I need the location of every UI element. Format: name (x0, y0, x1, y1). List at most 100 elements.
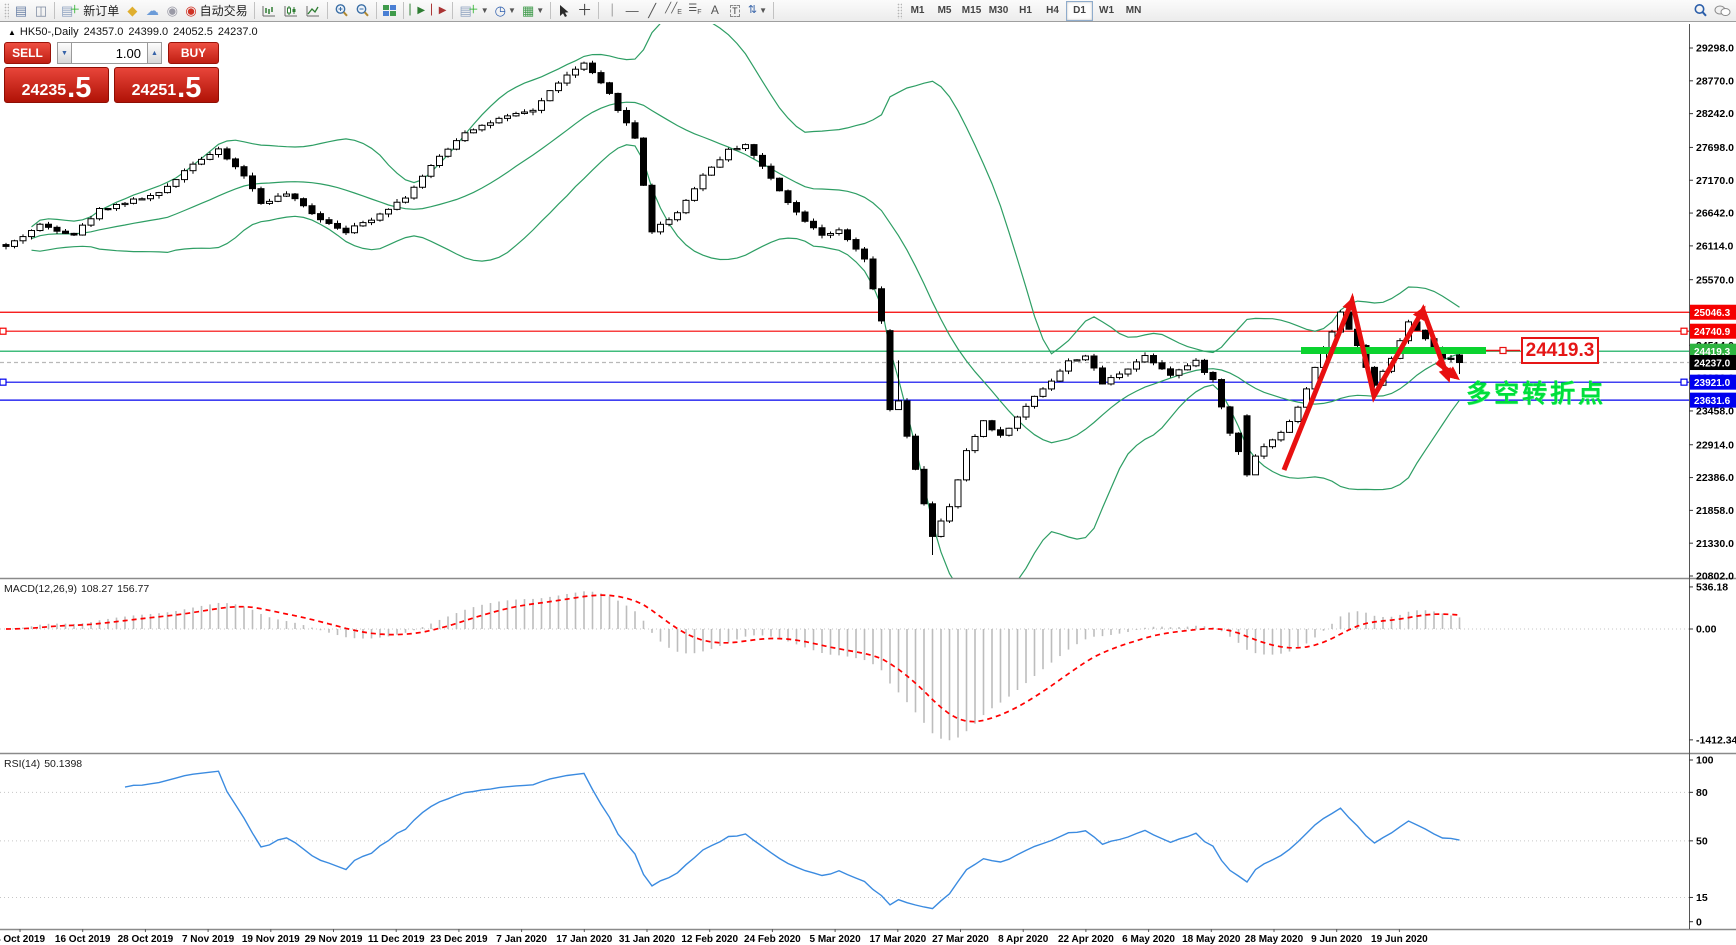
trendline-button[interactable]: ╱ (642, 1, 662, 21)
text-label-button[interactable]: T (725, 1, 745, 21)
timeframe-h4-button[interactable]: H4 (1039, 1, 1066, 21)
svg-text:8 Apr 2020: 8 Apr 2020 (998, 934, 1049, 945)
volume-decrease-button[interactable]: ▼ (57, 42, 72, 64)
chevron-down-icon: ▼ (480, 6, 489, 15)
price-scale[interactable]: 29298.0 28770.0 28242.0 27698.0 27170.0 26642… (1689, 43, 1736, 929)
timeframe-m1-button[interactable]: M1 (904, 1, 931, 21)
svg-text:23631.6: 23631.6 (1694, 396, 1731, 407)
bar-chart-type-button[interactable] (258, 1, 280, 21)
svg-text:-1412.34: -1412.34 (1696, 734, 1736, 746)
chart-shift-button[interactable]: ▏▶ (428, 1, 449, 21)
autotrading-button[interactable]: ◉ 自动交易 (182, 1, 250, 21)
chart-ohlc-header: ▲ HK50-,Daily 24357.0 24399.0 24052.5 24237.0 (8, 26, 263, 38)
timeframe-d1-button[interactable]: D1 (1066, 0, 1094, 21)
metaeditor-button[interactable]: ◆ (122, 1, 142, 21)
svg-text:100: 100 (1696, 755, 1714, 767)
volume-input[interactable]: 1.00 (72, 42, 147, 64)
svg-text:21858.0: 21858.0 (1696, 505, 1734, 517)
autotrading-icon: ◉ (185, 3, 197, 18)
one-click-toggle-icon[interactable]: ▲ (8, 28, 16, 37)
buy-button[interactable]: BUY (168, 42, 219, 64)
community-button[interactable]: ☁ (142, 1, 162, 21)
open-value: 24357.0 (83, 26, 124, 38)
zoom-out-button[interactable] (352, 1, 373, 21)
fibonacci-button[interactable]: ☰F (685, 1, 705, 21)
toolbar-separator (402, 2, 404, 19)
volume-increase-button[interactable]: ▲ (147, 42, 162, 64)
svg-text:24 Feb 2020: 24 Feb 2020 (744, 934, 801, 945)
svg-text:22386.0: 22386.0 (1696, 472, 1734, 484)
chart-canvas[interactable]: 29298.0 28770.0 28242.0 27698.0 27170.0 26642… (0, 22, 1736, 945)
chat-button[interactable] (1711, 1, 1734, 21)
svg-text:28770.0: 28770.0 (1696, 75, 1734, 87)
timeframe-m5-button[interactable]: M5 (931, 1, 958, 21)
timeframe-mn-button[interactable]: MN (1120, 1, 1147, 21)
line-chart-icon (306, 5, 319, 16)
svg-text:12 Feb 2020: 12 Feb 2020 (681, 934, 738, 945)
timeframe-h1-button[interactable]: H1 (1012, 1, 1039, 21)
toolbar-grip (4, 2, 9, 19)
one-click-trading-panel: SELL ▼ 1.00 ▲ BUY 24235.5 24251.5 (4, 42, 219, 103)
buy-price-box[interactable]: 24251.5 (114, 67, 219, 103)
horizontal-line-icon: — (625, 3, 639, 18)
community-icon: ☁ (145, 3, 159, 18)
horizontal-price-lines[interactable] (0, 311, 1689, 401)
metaeditor-icon: ◆ (127, 3, 138, 18)
vertical-line-button[interactable]: ｜ (602, 1, 622, 21)
chevron-down-icon: ▼ (536, 6, 545, 15)
candlesticks (2, 60, 1463, 556)
toolbar-separator (375, 2, 377, 19)
svg-text:29298.0: 29298.0 (1696, 43, 1734, 55)
arrows-button[interactable]: ⇅ ▼ (745, 1, 770, 21)
auto-scroll-button[interactable]: ▏▶ (407, 1, 428, 21)
indicators-icon: ▤ (459, 3, 472, 18)
crosshair-button[interactable]: ＋ (574, 1, 595, 21)
text-button[interactable]: A (705, 1, 725, 21)
indicator-level-lines (0, 628, 1689, 898)
sell-button[interactable]: SELL (4, 42, 51, 64)
new-order-icon: ▤ (61, 3, 74, 18)
tile-windows-button[interactable] (380, 1, 400, 21)
new-chart-button[interactable]: ▤ (11, 1, 31, 21)
search-button[interactable] (1690, 1, 1711, 21)
zoom-in-button[interactable] (331, 1, 352, 21)
svg-text:50: 50 (1696, 835, 1708, 847)
toolbar-separator (598, 2, 600, 19)
templates-button[interactable]: ▦ ▼ (519, 1, 547, 21)
profiles-button[interactable]: ◫ (31, 1, 51, 21)
channel-button[interactable]: ╱╱E (662, 1, 685, 21)
candlestick-type-button[interactable] (280, 1, 302, 21)
window-separators[interactable] (0, 22, 1736, 931)
toolbar: ▤ ◫ ▤ ＋ 新订单 ◆ ☁ ◉ ◉ 自动交易 (0, 0, 1736, 22)
text-label-icon: T (730, 4, 740, 17)
timeframe-m30-button[interactable]: M30 (985, 1, 1012, 21)
macd-name: MACD(12,26,9) (4, 583, 77, 595)
periods-button[interactable]: ◷ ▼ (492, 1, 519, 21)
svg-text:6 May 2020: 6 May 2020 (1122, 934, 1175, 945)
macd-indicator-label: MACD(12,26,9) 108.27 156.77 (4, 583, 153, 595)
signals-button[interactable]: ◉ (162, 1, 182, 21)
horizontal-line-button[interactable]: — (622, 1, 642, 21)
turning-point-text[interactable]: 多空转折点 (1466, 380, 1607, 408)
indicators-button[interactable]: ▤ ＋ ▼ (456, 1, 491, 21)
new-order-button[interactable]: ▤ ＋ 新订单 (58, 1, 122, 21)
cursor-button[interactable] (554, 1, 574, 21)
svg-text:28 May 2020: 28 May 2020 (1245, 934, 1304, 945)
sell-price-box[interactable]: 24235.5 (4, 67, 109, 103)
equidistant-channel-icon: ╱╱E (665, 3, 682, 16)
timeframe-w1-button[interactable]: W1 (1093, 1, 1120, 21)
svg-text:24237.0: 24237.0 (1694, 358, 1731, 369)
svg-text:23458.0: 23458.0 (1696, 406, 1734, 418)
svg-text:15: 15 (1696, 892, 1708, 904)
trend-annotations[interactable] (0, 292, 1688, 471)
svg-text:19 Jun 2020: 19 Jun 2020 (1371, 934, 1428, 945)
svg-text:7 Nov 2019: 7 Nov 2019 (182, 934, 235, 945)
toolbar-separator (550, 2, 552, 19)
fibonacci-icon: ☰F (688, 3, 702, 16)
timeframe-m15-button[interactable]: M15 (958, 1, 985, 21)
date-axis[interactable]: 4 Oct 2019 16 Oct 2019 28 Oct 2019 7 Nov 20… (0, 929, 1428, 945)
line-chart-type-button[interactable] (302, 1, 324, 21)
price-annotation-tag[interactable]: 24419.3 (1521, 337, 1599, 364)
symbol-period-label: HK50-,Daily (19, 26, 79, 38)
